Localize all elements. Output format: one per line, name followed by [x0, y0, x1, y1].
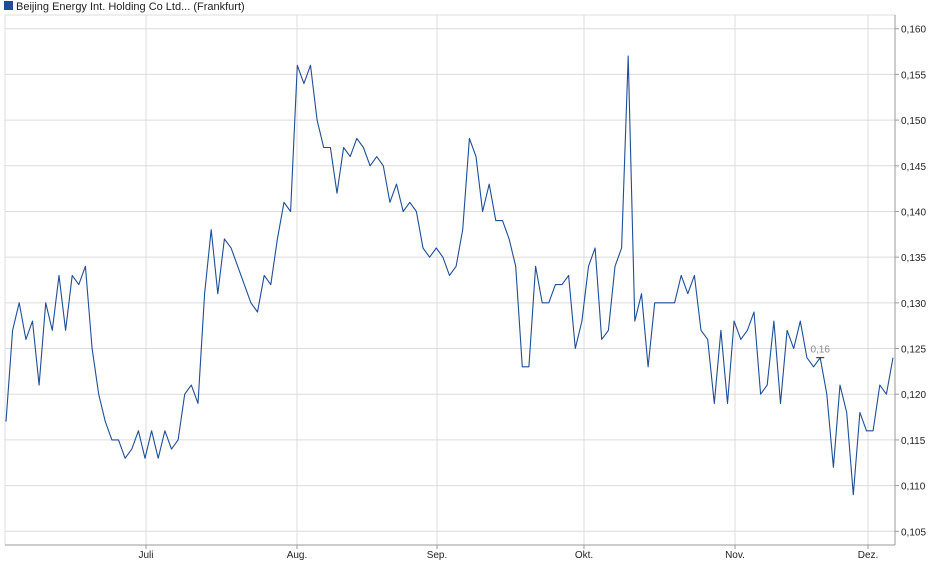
x-tick-label: Dez.: [858, 550, 879, 561]
legend-swatch: [4, 1, 13, 10]
x-tick-label: Juli: [138, 550, 153, 561]
x-tick-label: Sep.: [427, 550, 448, 561]
y-tick-label: 0,150: [901, 116, 926, 127]
price-line: [5, 55, 894, 496]
y-tick-label: 0,160: [901, 25, 926, 36]
y-tick-label: 0,110: [901, 482, 926, 493]
max-label: 0,16: [810, 345, 830, 356]
legend-label: Beijing Energy Int. Holding Co Ltd... (F…: [16, 1, 245, 13]
y-tick-label: 0,155: [901, 70, 926, 81]
y-tick-label: 0,130: [901, 299, 926, 310]
grid: [5, 15, 895, 545]
x-tick-label: Nov.: [725, 550, 745, 561]
x-tick-label: Aug.: [287, 550, 308, 561]
x-tick-label: Okt.: [575, 550, 593, 561]
series-layer: [5, 55, 894, 496]
axes: 0,105 0,110 0,115 0,120 0,125 0,130 0,135 0,140…: [4, 14, 926, 561]
y-tick-label: 0,145: [901, 162, 926, 173]
y-tick-label: 0,140: [901, 207, 926, 218]
y-tick-label: 0,125: [901, 345, 926, 356]
y-tick-label: 0,120: [901, 390, 926, 401]
annotations: 0,160,11: [810, 345, 830, 359]
y-tick-label: 0,115: [901, 436, 926, 447]
y-tick-label: 0,135: [901, 253, 926, 264]
y-tick-label: 0,105: [901, 527, 926, 538]
